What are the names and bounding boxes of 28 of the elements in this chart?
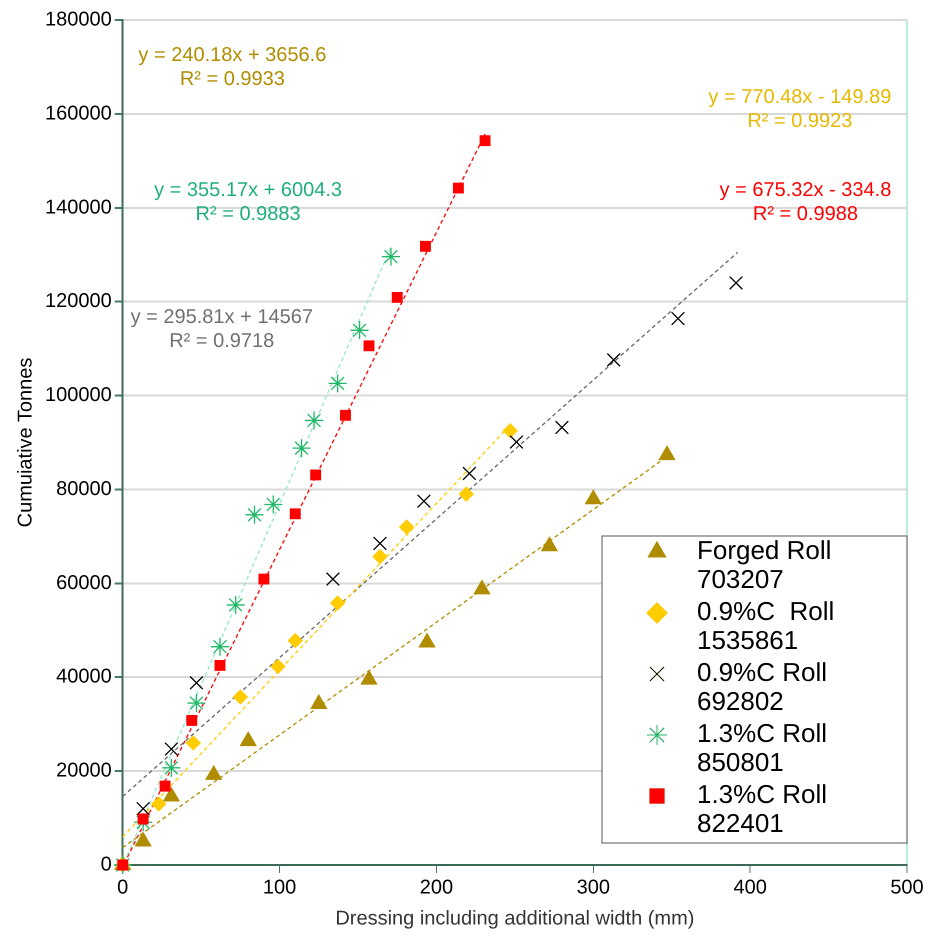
y-tick-label: 100000 bbox=[44, 384, 112, 406]
legend-label: 0.9%C Roll 692802 bbox=[697, 657, 828, 716]
y-tick-label: 0 bbox=[100, 854, 112, 876]
y-tick-label: 160000 bbox=[44, 102, 112, 124]
y-tick-label: 120000 bbox=[44, 290, 112, 312]
y-tick-label: 140000 bbox=[44, 196, 112, 218]
annotation: y = 770.48x - 149.89 R² = 0.9923 bbox=[708, 86, 892, 132]
annotation: y = 240.18x + 3656.6 R² = 0.9933 bbox=[138, 44, 326, 90]
y-tick-label: 40000 bbox=[56, 666, 112, 688]
x-tick-label: 400 bbox=[733, 876, 767, 899]
legend-label: 1.3%C Roll 850801 bbox=[697, 718, 828, 778]
legend-label: 0.9%C Roll 1535861 bbox=[697, 596, 834, 656]
x-axis-title: Dressing including additional width (mm) bbox=[335, 908, 694, 930]
x-tick-label: 200 bbox=[420, 876, 454, 899]
x-tick-label: 100 bbox=[262, 876, 296, 899]
y-tick-label: 20000 bbox=[56, 760, 112, 782]
y-tick-label: 60000 bbox=[56, 572, 112, 594]
annotation: y = 295.81x + 14567 R² = 0.9718 bbox=[130, 306, 313, 352]
legend-label: Forged Roll 703207 bbox=[697, 535, 832, 594]
x-tick-label: 300 bbox=[576, 876, 610, 899]
legend-label: 1.3%C Roll 822401 bbox=[697, 779, 828, 838]
y-tick-label: 180000 bbox=[44, 8, 112, 31]
x-tick-label: 500 bbox=[890, 876, 924, 899]
x-tick-label: 0 bbox=[117, 876, 128, 899]
annotation: y = 355.17x + 6004.3 R² = 0.9883 bbox=[154, 179, 342, 226]
annotation: y = 675.32x - 334.8 R² = 0.9988 bbox=[720, 179, 892, 226]
y-axis-title: Cumuiative Tonnes bbox=[14, 358, 37, 528]
y-tick-label: 80000 bbox=[56, 478, 112, 500]
